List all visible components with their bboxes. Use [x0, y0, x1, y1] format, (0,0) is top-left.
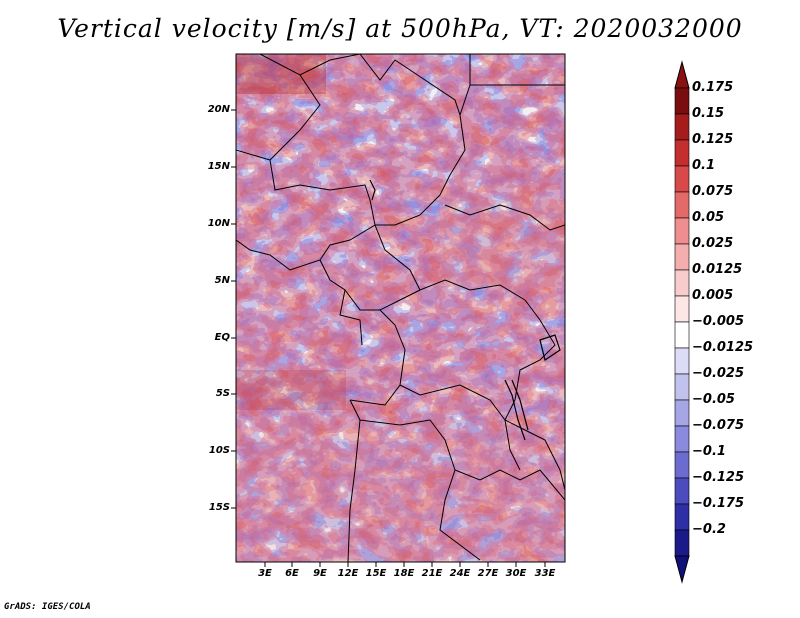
colorbar-label: −0.1 — [692, 444, 726, 459]
lon-label-15e: 15E — [365, 568, 387, 579]
colorbar-top-arrow — [674, 60, 690, 89]
map-plot-area — [236, 54, 565, 562]
lon-ticks — [264, 562, 546, 567]
footer-credit: GrADS: IGES/COLA — [4, 602, 91, 612]
colorbar-segment — [674, 347, 690, 375]
colorbar-segment — [674, 373, 690, 401]
colorbar-label: −0.075 — [692, 418, 745, 433]
lat-label-10n: 10N — [207, 218, 230, 229]
lon-label-3e: 3E — [258, 568, 272, 579]
colorbar-label: −0.0125 — [692, 340, 754, 355]
colorbar-segment — [674, 529, 690, 557]
colorbar-label: 0.025 — [692, 236, 734, 251]
colorbar-segment — [674, 321, 690, 349]
colorbar-segment — [674, 87, 690, 115]
colorbar — [674, 60, 690, 584]
lon-label-12e: 12E — [337, 568, 359, 579]
lakes — [369, 179, 561, 441]
lon-label-21e: 21E — [421, 568, 443, 579]
colorbar-bottom-arrow — [674, 555, 690, 584]
colorbar-label: 0.175 — [692, 80, 734, 95]
lon-label-27e: 27E — [477, 568, 499, 579]
lon-label-24e: 24E — [449, 568, 471, 579]
colorbar-segment — [674, 399, 690, 427]
colorbar-segment — [674, 217, 690, 245]
chart-title: Vertical velocity [m/s] at 500hPa, VT: 2… — [57, 14, 743, 43]
lon-label-30e: 30E — [505, 568, 527, 579]
colorbar-label: 0.1 — [692, 158, 716, 173]
colorbar-segment — [674, 295, 690, 323]
colorbar-segment — [674, 113, 690, 141]
colorbar-segment — [674, 165, 690, 193]
lat-label-eq: EQ — [214, 332, 230, 343]
colorbar-label: −0.2 — [692, 522, 726, 537]
colorbar-label: 0.125 — [692, 132, 734, 147]
lon-label-18e: 18E — [393, 568, 415, 579]
colorbar-label: 0.15 — [692, 106, 725, 121]
colorbar-segment — [674, 269, 690, 297]
colorbar-label: 0.0125 — [692, 262, 743, 277]
lat-ticks — [231, 109, 236, 509]
colorbar-segment — [674, 139, 690, 167]
lat-label-5n: 5N — [214, 275, 230, 286]
colorbar-label: −0.05 — [692, 392, 735, 407]
lat-label-10s: 10S — [208, 445, 230, 456]
colorbar-label: 0.05 — [692, 210, 725, 225]
colorbar-segment — [674, 503, 690, 531]
colorbar-label: 0.075 — [692, 184, 734, 199]
colorbar-label: −0.005 — [692, 314, 745, 329]
lon-label-9e: 9E — [313, 568, 327, 579]
lon-label-33e: 33E — [534, 568, 556, 579]
colorbar-segment — [674, 243, 690, 271]
country-boundaries — [236, 54, 565, 562]
colorbar-segment — [674, 477, 690, 505]
colorbar-segment — [674, 191, 690, 219]
lat-label-15n: 15N — [207, 161, 230, 172]
lat-label-20n: 20N — [207, 104, 230, 115]
lon-label-6e: 6E — [285, 568, 299, 579]
lat-label-15s: 15S — [208, 502, 230, 513]
colorbar-segment — [674, 451, 690, 479]
colorbar-label: −0.125 — [692, 470, 745, 485]
map-frame — [235, 53, 566, 563]
colorbar-segment — [674, 425, 690, 453]
colorbar-label: −0.175 — [692, 496, 745, 511]
lat-label-5s: 5S — [215, 388, 230, 399]
colorbar-label: −0.025 — [692, 366, 745, 381]
colorbar-label: 0.005 — [692, 288, 734, 303]
